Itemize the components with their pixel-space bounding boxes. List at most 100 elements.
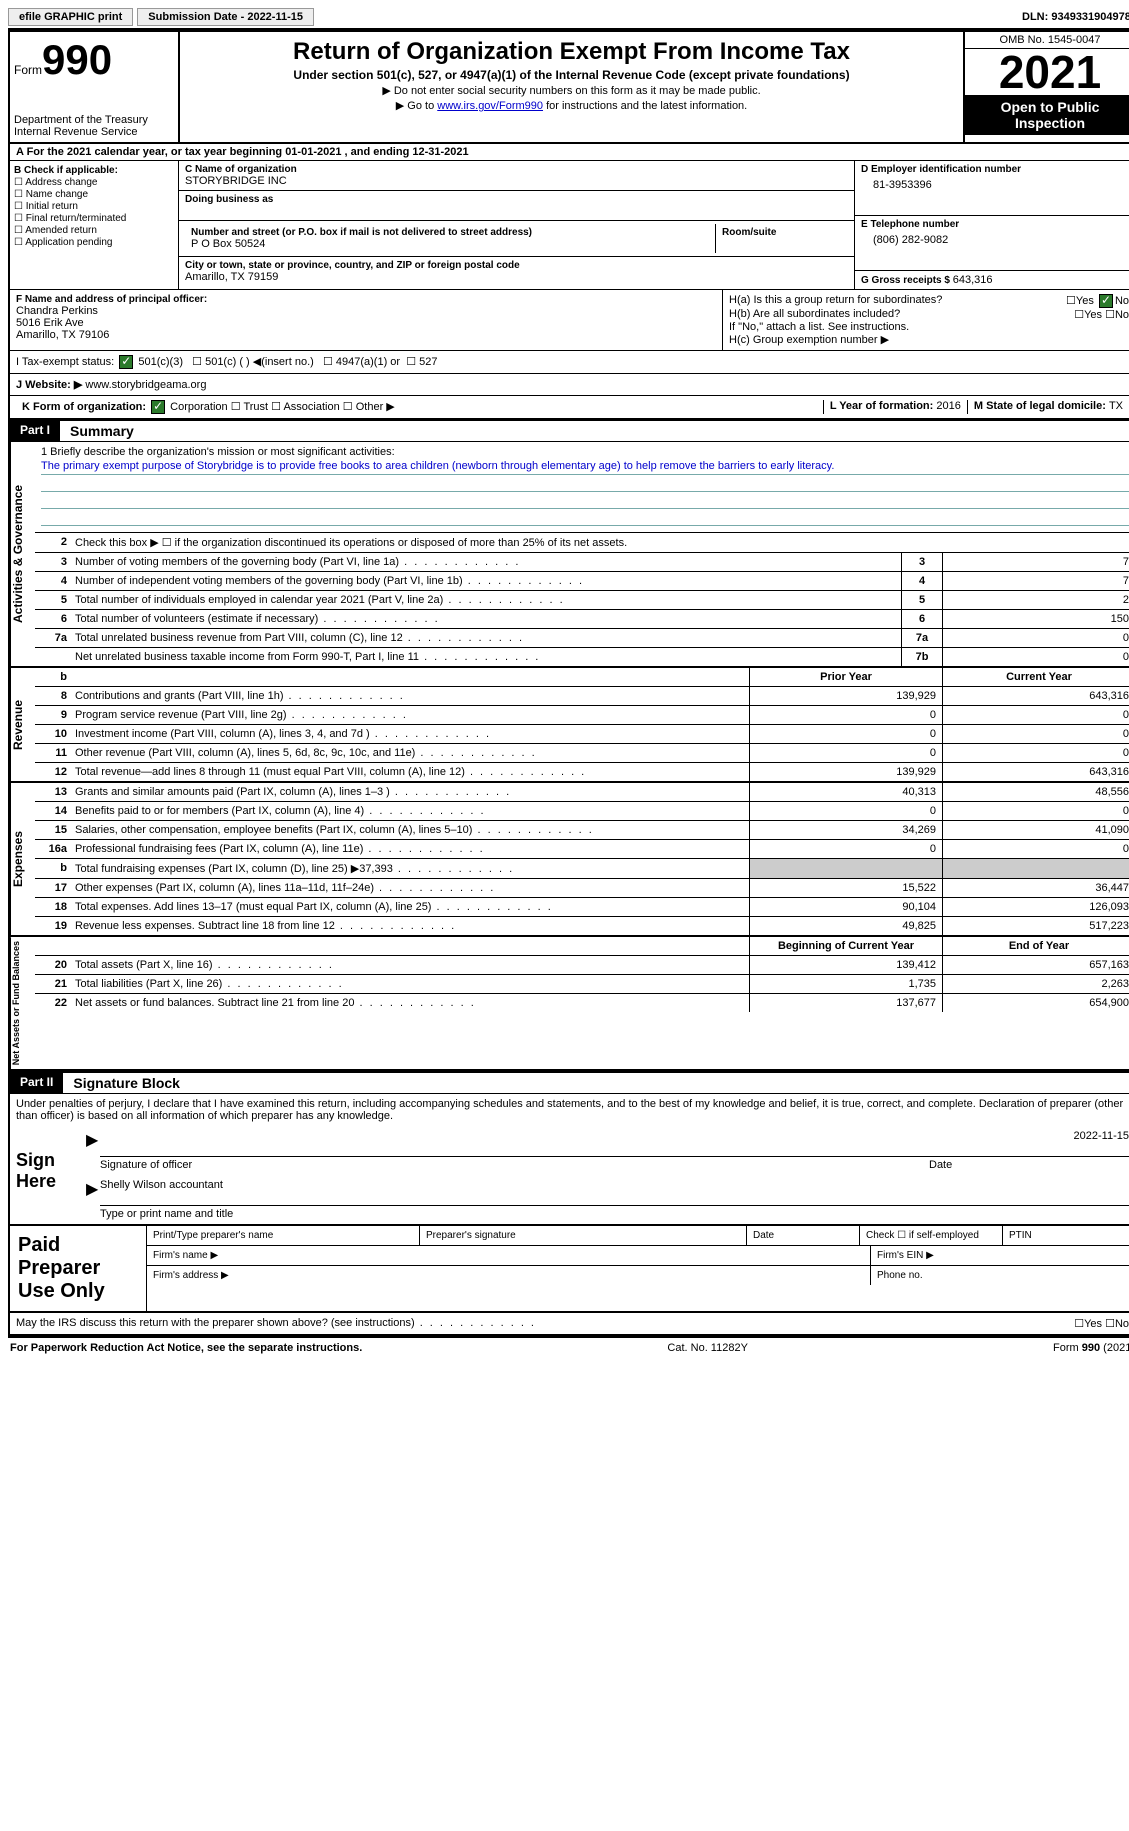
line-cellnum: 3 (901, 553, 942, 571)
yes-label2: Yes (1084, 309, 1102, 321)
summary-rev: Revenue b Prior Year Current Year 8 Cont… (8, 668, 1129, 783)
summary-line: 8 Contributions and grants (Part VIII, l… (35, 687, 1129, 706)
501c3-check[interactable] (119, 355, 133, 369)
cb-address[interactable]: ☐ Address change (14, 177, 174, 188)
summary-net-body: Beginning of Current Year End of Year 20… (35, 937, 1129, 1069)
box-b-title: B Check if applicable: (14, 165, 174, 176)
summary-line: 13 Grants and similar amounts paid (Part… (35, 783, 1129, 802)
M-label: M State of legal domicile: (974, 400, 1109, 412)
net-hnum (35, 937, 71, 955)
cb-name[interactable]: ☐ Name change (14, 189, 174, 200)
summary-line: 15 Salaries, other compensation, employe… (35, 821, 1129, 840)
line-cellnum: 5 (901, 591, 942, 609)
part2-header: Part II Signature Block (8, 1071, 1129, 1094)
summary-line: b Total fundraising expenses (Part IX, c… (35, 859, 1129, 879)
footer: For Paperwork Reduction Act Notice, see … (8, 1336, 1129, 1358)
line-cellnum: 4 (901, 572, 942, 590)
header-right: OMB No. 1545-0047 2021 Open to Public In… (963, 32, 1129, 142)
cb-pending[interactable]: ☐ Application pending (14, 237, 174, 248)
summary-line: 11 Other revenue (Part VIII, column (A),… (35, 744, 1129, 763)
line-current: 657,163 (942, 956, 1129, 974)
dept-treasury: Department of the Treasury (14, 114, 174, 126)
summary-line: Net unrelated business taxable income fr… (35, 648, 1129, 666)
rev-header-row: b Prior Year Current Year (35, 668, 1129, 687)
irs-link[interactable]: www.irs.gov/Form990 (437, 100, 543, 112)
L-label: L Year of formation: (830, 400, 937, 412)
line-prior: 40,313 (749, 783, 942, 801)
line-desc: Salaries, other compensation, employee b… (71, 821, 749, 839)
city-label: City or town, state or province, country… (185, 260, 848, 271)
vlabel-ag: Activities & Governance (10, 442, 35, 666)
efile-button[interactable]: efile GRAPHIC print (8, 8, 133, 26)
mission-text: The primary exempt purpose of Storybridg… (41, 460, 1129, 475)
q2-row: 2 Check this box ▶ ☐ if the organization… (35, 533, 1129, 553)
summary-line: 10 Investment income (Part VIII, column … (35, 725, 1129, 744)
summary-line: 5 Total number of individuals employed i… (35, 591, 1129, 610)
line-num: 11 (35, 744, 71, 762)
summary-line: 20 Total assets (Part X, line 16) 139,41… (35, 956, 1129, 975)
discuss-answers: ☐Yes ☐No (1074, 1317, 1129, 1330)
cb-name-label: Name change (26, 189, 88, 200)
printed-line: Type or print name and title (100, 1205, 1129, 1220)
cb-final[interactable]: ☐ Final return/terminated (14, 213, 174, 224)
h-c-label: H(c) Group exemption number ▶ (729, 333, 1129, 346)
line-prior: 1,735 (749, 975, 942, 993)
subtitle-3: Go to www.irs.gov/Form990 for instructio… (184, 99, 959, 112)
summary-line: 4 Number of independent voting members o… (35, 572, 1129, 591)
form-org: K Form of organization: Corporation ☐ Tr… (16, 400, 823, 414)
submission-button[interactable]: Submission Date - 2022-11-15 (137, 8, 314, 26)
subtitle-2: Do not enter social security numbers on … (184, 84, 959, 97)
h-a-answers: ☐Yes No (1066, 294, 1129, 308)
h-a-no-check[interactable] (1099, 294, 1113, 308)
part2-title: Signature Block (73, 1075, 180, 1091)
summary-ag-body: 1 Briefly describe the organization's mi… (35, 442, 1129, 666)
line-desc: Professional fundraising fees (Part IX, … (71, 840, 749, 858)
tax-status-row: I Tax-exempt status: 501(c)(3) ☐ 501(c) … (16, 355, 1129, 369)
line-prior: 137,677 (749, 994, 942, 1012)
line-desc: Total expenses. Add lines 13–17 (must eq… (71, 898, 749, 916)
prep-grid: Print/Type preparer's name Preparer's si… (147, 1226, 1129, 1311)
summary-line: 3 Number of voting members of the govern… (35, 553, 1129, 572)
org-name-label: C Name of organization (185, 164, 848, 175)
line-current: 654,900 (942, 994, 1129, 1012)
firm-ein-label: Firm's EIN ▶ (871, 1246, 1129, 1265)
summary-line: 21 Total liabilities (Part X, line 26) 1… (35, 975, 1129, 994)
cb-amended[interactable]: ☐ Amended return (14, 225, 174, 236)
line-num: b (35, 859, 71, 878)
dln-value: 93493319049782 (1051, 11, 1129, 23)
cb-pending-label: Application pending (25, 237, 112, 248)
line-num: 21 (35, 975, 71, 993)
sign-here-row: Sign Here ▶ 2022-11-15 Signature of offi… (16, 1130, 1129, 1220)
form-number: 990 (42, 36, 112, 83)
527-label: 527 (419, 356, 437, 368)
line-prior: 0 (749, 706, 942, 724)
top-bar: efile GRAPHIC print Submission Date - 20… (8, 8, 1129, 26)
summary-line: 16a Professional fundraising fees (Part … (35, 840, 1129, 859)
prior-year-hdr: Prior Year (749, 668, 942, 686)
prep-date-label: Date (747, 1226, 860, 1245)
line-num: 10 (35, 725, 71, 743)
summary-exp-body: 13 Grants and similar amounts paid (Part… (35, 783, 1129, 935)
cb-initial[interactable]: ☐ Initial return (14, 201, 174, 212)
cat-number: Cat. No. 11282Y (667, 1342, 748, 1354)
sub3-pre: Go to (407, 100, 437, 112)
vlabel-rev: Revenue (10, 668, 35, 781)
prep-check-label: Check ☐ if self-employed (860, 1226, 1003, 1245)
line-cellnum: 7a (901, 629, 942, 647)
corp-check[interactable] (151, 400, 165, 414)
mission-blank2 (41, 494, 1129, 509)
part1-num: Part I (10, 421, 60, 441)
line-num: 16a (35, 840, 71, 858)
line-num: 5 (35, 591, 71, 609)
line-desc: Number of voting members of the governin… (71, 553, 901, 571)
line-num: 14 (35, 802, 71, 820)
line-desc: Total fundraising expenses (Part IX, col… (71, 859, 749, 878)
line-desc: Total revenue—add lines 8 through 11 (mu… (71, 763, 749, 781)
line-desc: Total liabilities (Part X, line 26) (71, 975, 749, 993)
line-value: 7 (942, 553, 1129, 571)
sig-arrow1: ▶ (86, 1130, 100, 1171)
line-current: 643,316 (942, 763, 1129, 781)
subtitle-1: Under section 501(c), 527, or 4947(a)(1)… (184, 68, 959, 82)
city-cell: City or town, state or province, country… (179, 257, 854, 286)
firm-addr-label: Firm's address ▶ (147, 1266, 871, 1285)
